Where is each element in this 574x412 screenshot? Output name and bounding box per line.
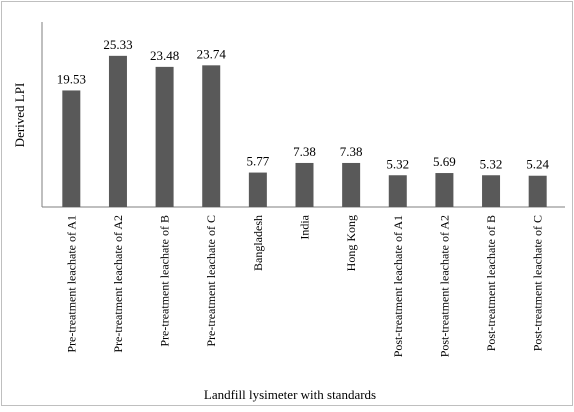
x-tick-label: Bangladesh xyxy=(251,215,265,271)
value-label: 19.53 xyxy=(57,71,86,86)
x-tick-label: Pre-treatment leachate of C xyxy=(204,215,218,347)
x-tick-label: Pre-treatment leachate of A1 xyxy=(64,215,78,353)
y-axis-label: Derived LPI xyxy=(12,83,27,148)
value-label: 5.77 xyxy=(246,154,269,169)
bar xyxy=(248,172,267,207)
value-label: 5.69 xyxy=(433,154,456,169)
bar xyxy=(528,175,547,207)
bar xyxy=(202,65,221,207)
bar xyxy=(388,175,407,207)
bar xyxy=(342,162,361,207)
bar xyxy=(482,175,501,207)
value-label: 5.32 xyxy=(386,156,409,171)
bar xyxy=(62,90,81,207)
bar xyxy=(155,66,174,208)
bar xyxy=(295,162,314,207)
x-axis-label: Landfill lysimeter with standards xyxy=(204,387,376,402)
x-tick-label: Post-treatment leachate of A1 xyxy=(391,215,405,357)
x-tick-label: Post-treatment leachate of B xyxy=(484,215,498,351)
x-tick-label: Hong Kong xyxy=(344,215,358,271)
x-tick-label: Pre-treatment leachate of A2 xyxy=(111,215,125,353)
value-label: 23.48 xyxy=(150,48,179,63)
bar xyxy=(435,173,454,207)
x-tick-label: Post-treatment leachate of C xyxy=(531,215,545,351)
value-label: 7.38 xyxy=(293,144,316,159)
x-tick-label: India xyxy=(298,214,312,239)
x-tick-label: Post-treatment leachate of A2 xyxy=(437,215,451,357)
x-tick-label: Pre-treatment leachate of B xyxy=(158,215,172,347)
value-label: 23.74 xyxy=(197,46,227,61)
value-label: 7.38 xyxy=(340,144,363,159)
value-label: 5.32 xyxy=(480,156,503,171)
bar xyxy=(108,55,127,207)
chart-border xyxy=(1,1,573,406)
value-label: 25.33 xyxy=(103,37,132,52)
value-label: 5.24 xyxy=(526,157,549,172)
